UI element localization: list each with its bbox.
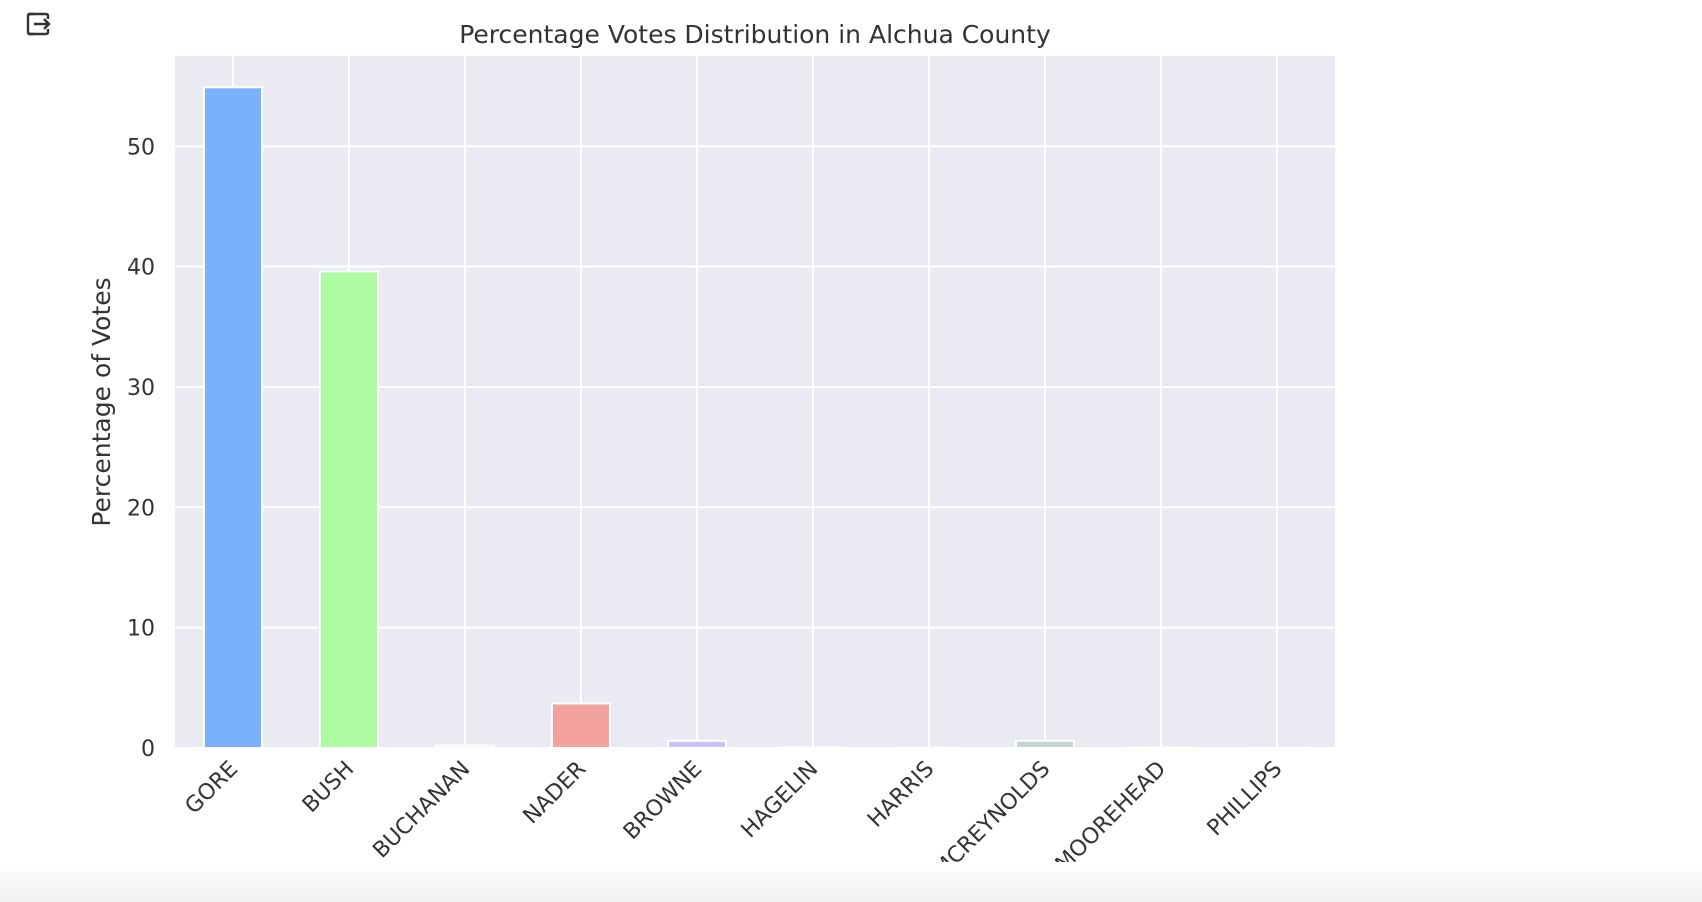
- x-tick-label: NADER: [519, 757, 592, 830]
- exit-icon[interactable]: [22, 8, 54, 40]
- y-tick-label: 50: [127, 135, 155, 160]
- bar-browne: [667, 739, 727, 749]
- x-tick-label: BUCHANAN: [368, 757, 475, 864]
- y-tick-label: 40: [127, 256, 155, 281]
- bar-mcreynolds: [1015, 739, 1075, 749]
- y-tick-label: 10: [127, 617, 155, 642]
- x-tick-label: MOOREHEAD: [1051, 757, 1171, 877]
- x-tick-label: BROWNE: [619, 757, 707, 845]
- y-tick-labels: 0 10 20 30 40 50: [127, 135, 155, 762]
- x-tick-label: PHILLIPS: [1203, 757, 1288, 842]
- bar-bush: [319, 270, 379, 749]
- y-tick-label: 20: [127, 496, 155, 521]
- bottom-fade: [0, 862, 1702, 902]
- bar-nader: [551, 702, 611, 750]
- bar-buchanan: [435, 744, 495, 749]
- y-tick-label: 30: [127, 376, 155, 401]
- y-axis-label: Percentage of Votes: [87, 277, 116, 526]
- chart-title: Percentage Votes Distribution in Alchua …: [459, 20, 1051, 49]
- bars: [203, 86, 1307, 750]
- bar-gore: [203, 86, 263, 750]
- x-tick-label: HARRIS: [863, 757, 939, 833]
- bar-moorehead: [1131, 746, 1191, 749]
- x-tick-label: BUSH: [298, 757, 359, 818]
- x-tick-label: HAGELIN: [737, 757, 824, 844]
- y-tick-label: 0: [141, 737, 155, 762]
- x-tick-label: GORE: [181, 757, 244, 820]
- exit-icon-glyph: [26, 12, 51, 36]
